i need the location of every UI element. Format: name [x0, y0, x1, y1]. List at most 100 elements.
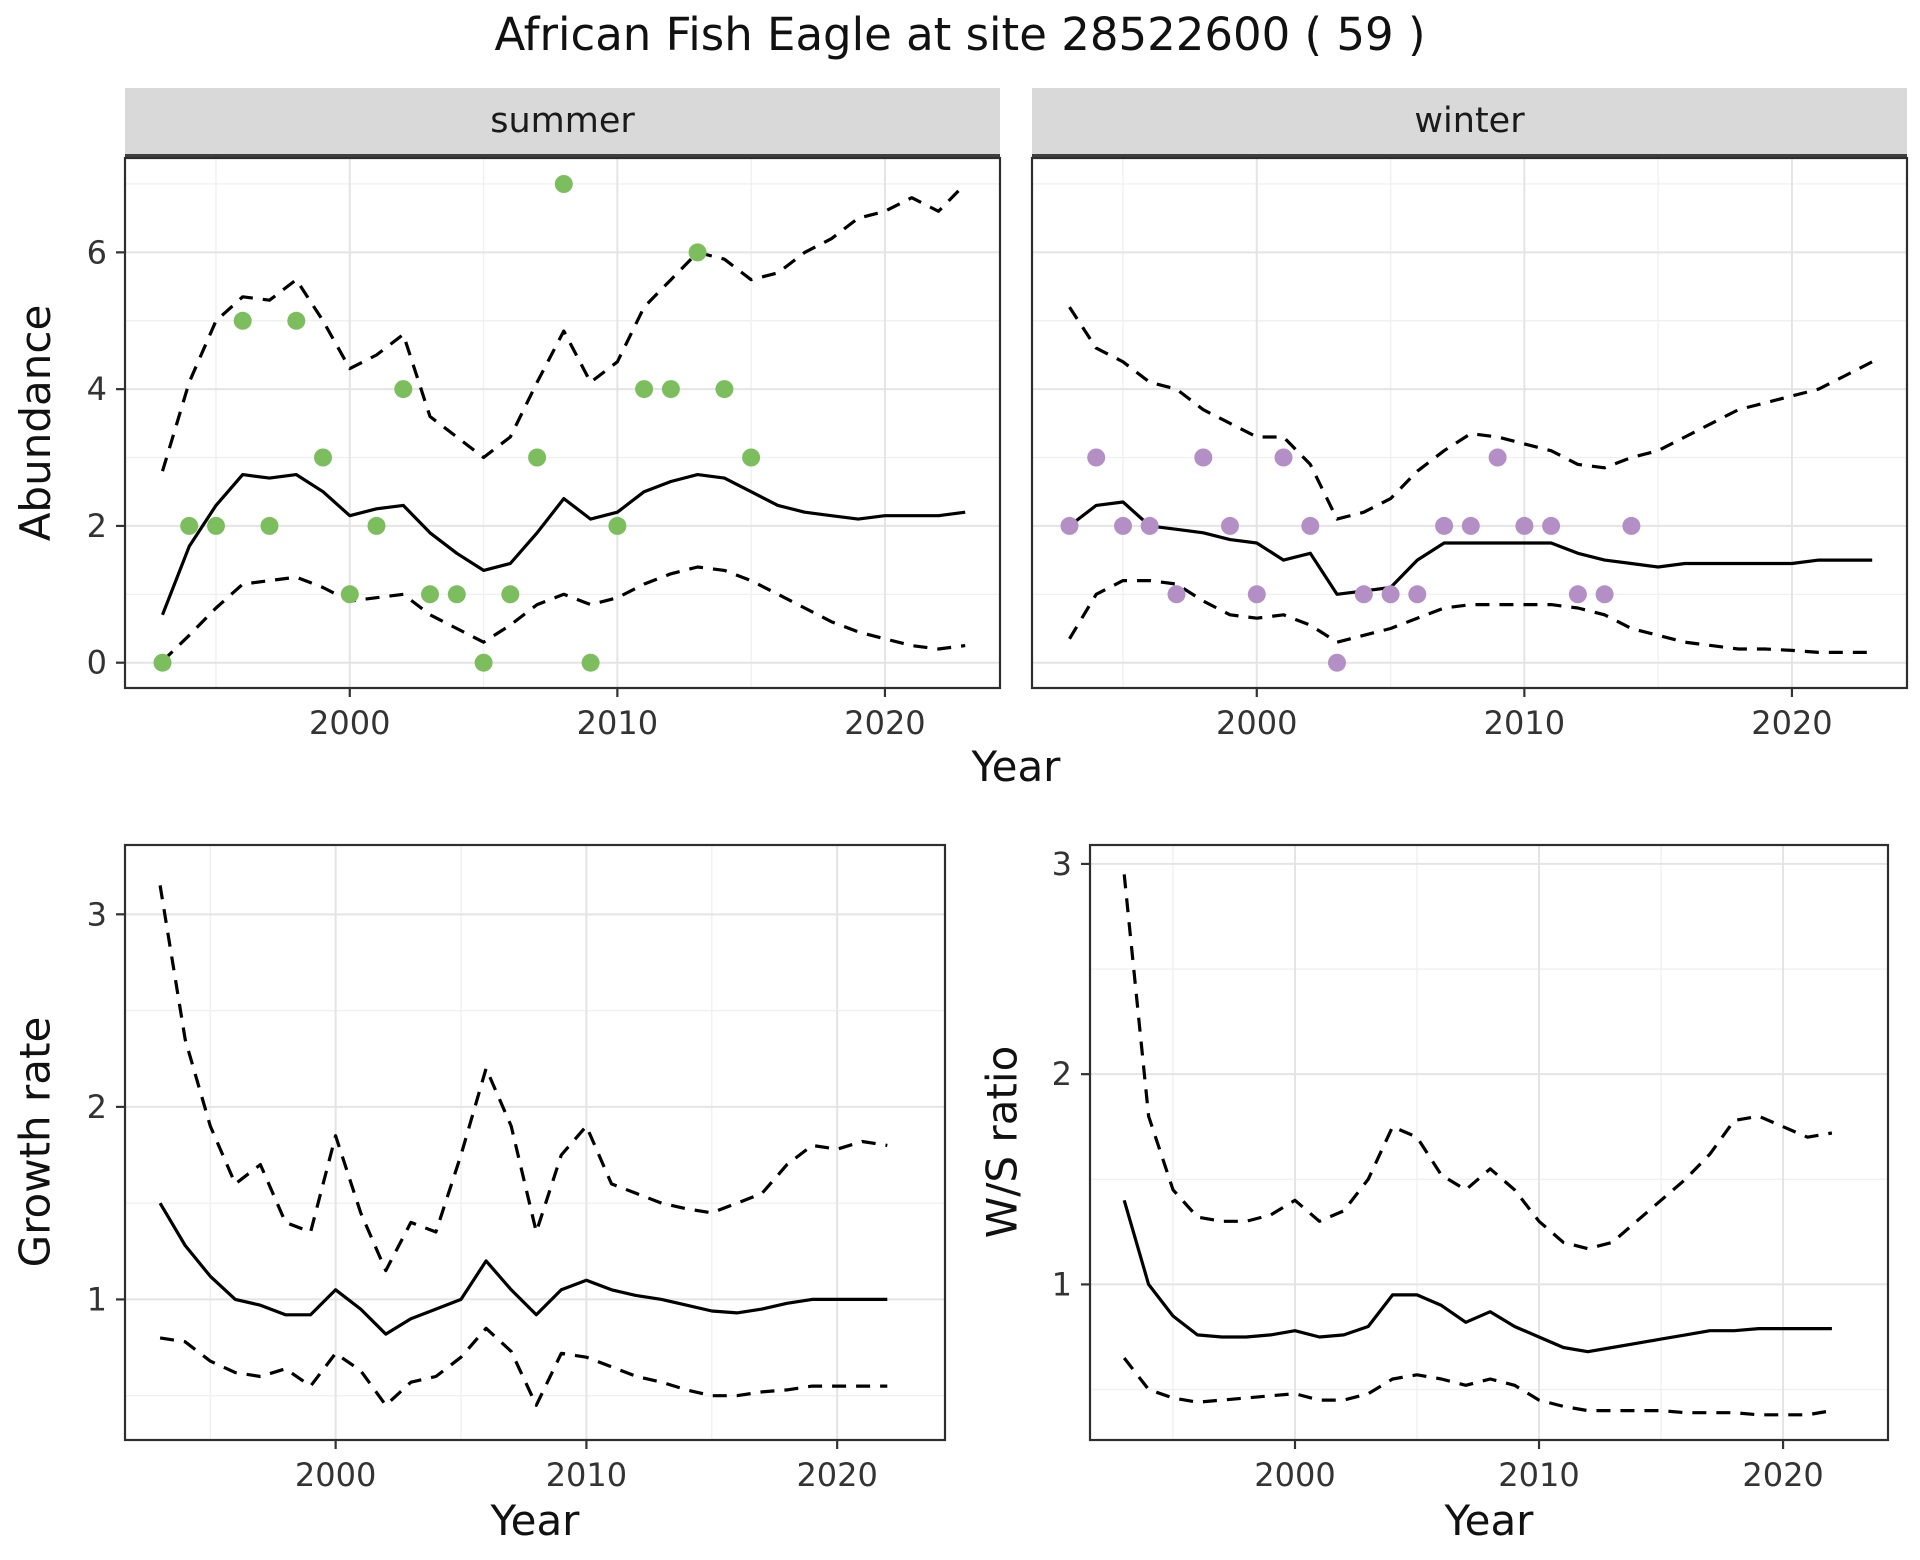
upper-ci-line	[158, 885, 888, 1273]
mean-line	[161, 473, 966, 616]
x-axis-title-year-top: Year	[971, 742, 1061, 791]
y-axis-title-ws-ratio: W/S ratio	[977, 1045, 1027, 1239]
data-point	[1381, 585, 1400, 604]
axis-ticks-and-labels: 2000 2010 2020 0 2 4 6	[87, 233, 926, 742]
chart-winter-abundance: 2000 2010 2020	[1030, 156, 1909, 742]
data-point	[421, 585, 439, 604]
panel-background	[125, 158, 1000, 688]
series-lines	[1122, 874, 1833, 1417]
mean-line	[1122, 1199, 1832, 1354]
series-lines	[158, 885, 888, 1407]
data-point	[1114, 516, 1132, 535]
data-point	[474, 653, 493, 672]
panel-background	[1090, 845, 1888, 1440]
axis-ticks-and-labels: 2000 2010 2020 1 2 3	[1052, 845, 1824, 1494]
data-point	[153, 653, 172, 672]
data-point	[1274, 448, 1293, 467]
data-point	[394, 380, 413, 399]
data-point	[1461, 516, 1480, 535]
x-tick-label: 2000	[295, 1456, 376, 1494]
y-tick-label: 4	[87, 370, 107, 408]
data-point	[1167, 585, 1186, 604]
panel-border	[1030, 156, 1909, 690]
lower-ci-line	[161, 565, 966, 663]
x-tick-label: 2010	[1498, 1456, 1579, 1494]
data-point	[1488, 448, 1507, 467]
data-point	[581, 653, 600, 672]
x-tick-label: 2020	[1751, 704, 1832, 742]
facet-strip-winter: winter	[1032, 88, 1907, 158]
data-point	[1194, 448, 1213, 467]
data-point	[1354, 585, 1373, 604]
data-point	[1435, 516, 1454, 535]
mean-line	[1068, 500, 1873, 596]
y-tick-label: 0	[87, 644, 107, 682]
data-point	[661, 380, 680, 399]
panel-border	[123, 156, 1002, 690]
series-lines	[160, 182, 967, 663]
data-point	[367, 516, 386, 535]
axis-ticks-and-labels: 2000 2010 2020 1 2 3	[87, 895, 878, 1494]
chart-growth-rate: 2000 2010 2020 1 2 3	[87, 843, 947, 1494]
x-tick-label: 2010	[546, 1456, 627, 1494]
chart-summer-abundance: 2000 2010 2020 0 2 4 6	[87, 156, 1002, 742]
gridlines	[1032, 158, 1907, 688]
y-tick-label: 2	[1052, 1055, 1072, 1093]
x-tick-label: 2000	[1216, 704, 1297, 742]
panel-background	[125, 845, 945, 1440]
data-point	[447, 585, 466, 604]
observation-points	[153, 175, 761, 672]
data-point	[1247, 585, 1266, 604]
y-axis-title-growth-rate: Growth rate	[10, 1016, 60, 1268]
data-point	[1542, 516, 1561, 535]
y-tick-label: 1	[87, 1280, 107, 1318]
data-point	[715, 380, 734, 399]
data-point	[1622, 516, 1641, 535]
data-point	[1221, 516, 1239, 535]
data-point	[635, 380, 654, 399]
data-point	[1408, 585, 1427, 604]
upper-ci-line	[160, 182, 967, 472]
data-point	[528, 448, 547, 467]
data-point	[207, 516, 225, 535]
data-point	[1595, 585, 1614, 604]
chart-ws-ratio: 2000 2010 2020 1 2 3	[1052, 843, 1890, 1494]
data-point	[742, 448, 761, 467]
data-point	[1568, 585, 1587, 604]
facet-strip-summer: summer	[125, 88, 1000, 158]
y-tick-label: 6	[87, 233, 107, 271]
x-tick-label: 2000	[1254, 1456, 1335, 1494]
lower-ci-line	[159, 1326, 888, 1407]
data-point	[340, 585, 359, 604]
observation-points	[1060, 448, 1641, 672]
data-point	[233, 311, 252, 330]
plot-title: African Fish Eagle at site 28522600 ( 59…	[494, 8, 1426, 61]
x-tick-label: 2000	[309, 704, 390, 742]
axis-ticks-and-labels: 2000 2010 2020	[1216, 688, 1833, 742]
upper-ci-line	[1122, 874, 1833, 1251]
data-point	[260, 516, 279, 535]
mean-line	[158, 1202, 888, 1336]
x-axis-title-year-growth: Year	[490, 1496, 580, 1545]
panel-border	[123, 843, 947, 1442]
data-point	[180, 516, 199, 535]
data-point	[1328, 653, 1346, 672]
y-tick-label: 3	[87, 895, 107, 933]
x-tick-label: 2020	[796, 1456, 877, 1494]
x-tick-label: 2010	[1484, 704, 1565, 742]
facet-strip-summer-label: summer	[490, 101, 635, 141]
data-point	[1140, 516, 1159, 535]
panel-background	[1032, 158, 1907, 688]
lower-ci-line	[1068, 579, 1873, 654]
gridlines	[1090, 845, 1888, 1440]
x-tick-label: 2020	[1742, 1456, 1823, 1494]
y-axis-title-abundance: Abundance	[11, 304, 60, 542]
y-tick-label: 2	[87, 1088, 107, 1126]
y-tick-label: 1	[1052, 1265, 1072, 1303]
data-point	[554, 175, 573, 193]
data-point	[1301, 516, 1320, 535]
series-lines	[1068, 306, 1873, 654]
data-point	[501, 585, 520, 604]
data-point	[1087, 448, 1106, 467]
